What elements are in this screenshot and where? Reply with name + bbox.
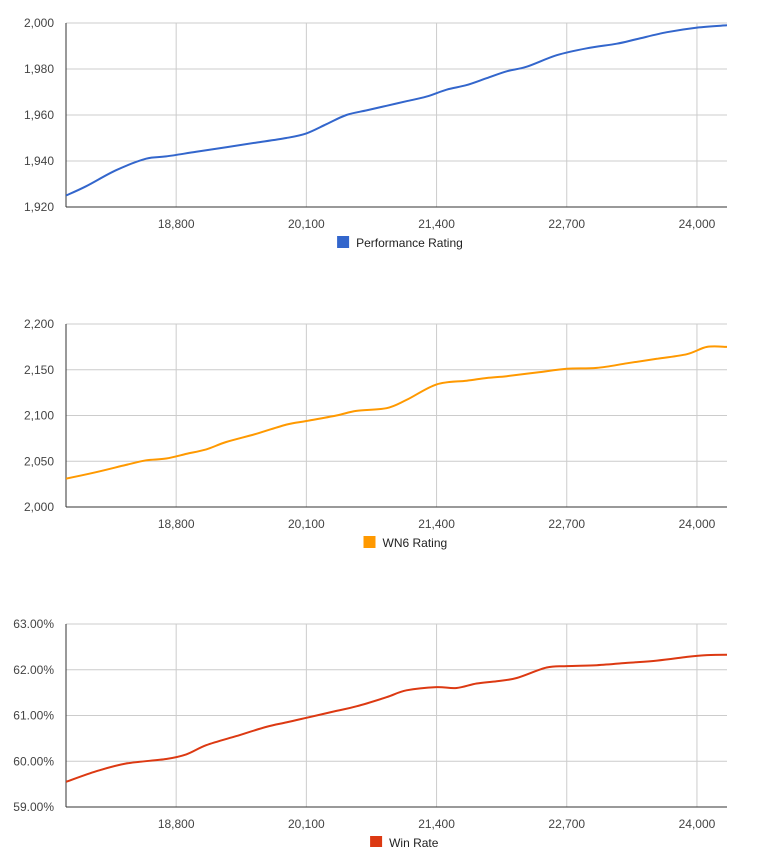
y-tick-label: 61.00%	[13, 709, 54, 723]
legend-swatch	[337, 236, 350, 248]
legend-label: Win Rate	[389, 836, 439, 847]
x-tick-label: 21,400	[418, 517, 455, 531]
x-tick-label: 21,400	[418, 817, 455, 831]
y-tick-label: 2,100	[24, 409, 54, 423]
series-line	[66, 653, 727, 783]
x-tick-label: 20,100	[288, 817, 325, 831]
series-line	[66, 24, 727, 197]
y-tick-label: 60.00%	[13, 754, 54, 768]
chart-2: 2,000 2,050 2,100 2,150 2,200 18,800 20,100 21,…	[24, 317, 727, 550]
x-tick-label: 22,700	[548, 517, 585, 531]
y-tick-label: 2,000	[24, 16, 54, 30]
y-tick-label: 2,150	[24, 363, 54, 377]
series-line	[66, 345, 727, 480]
x-tick-label: 22,700	[548, 817, 585, 831]
legend-swatch	[370, 836, 383, 847]
y-tick-label: 2,200	[24, 317, 54, 331]
y-tick-label: 1,960	[24, 108, 54, 122]
x-tick-label: 24,000	[679, 817, 716, 831]
y-tick-label: 59.00%	[13, 800, 54, 814]
legend-label: Performance Rating	[356, 236, 463, 250]
x-tick-label: 18,800	[158, 217, 195, 231]
chart-3: 59.00% 60.00% 61.00% 62.00% 63.00% 18,800 20,1…	[13, 617, 727, 847]
y-tick-label: 1,940	[24, 154, 54, 168]
x-tick-label: 18,800	[158, 517, 195, 531]
x-tick-label: 22,700	[548, 217, 585, 231]
x-tick-label: 24,000	[679, 517, 716, 531]
x-tick-label: 21,400	[418, 217, 455, 231]
y-tick-label: 1,980	[24, 62, 54, 76]
y-tick-label: 1,920	[24, 200, 54, 214]
legend-swatch	[363, 536, 376, 548]
x-tick-label: 20,100	[288, 517, 325, 531]
y-tick-label: 2,050	[24, 454, 54, 468]
x-tick-label: 24,000	[679, 217, 716, 231]
chart-1: 1,920 1,940 1,960 1,980 2,000 18,800 20,100 21,…	[24, 16, 727, 250]
x-tick-label: 18,800	[158, 817, 195, 831]
y-tick-label: 62.00%	[13, 663, 54, 677]
y-tick-label: 63.00%	[13, 617, 54, 631]
legend-label: WN6 Rating	[383, 536, 448, 550]
x-tick-label: 20,100	[288, 217, 325, 231]
y-tick-label: 2,000	[24, 500, 54, 514]
